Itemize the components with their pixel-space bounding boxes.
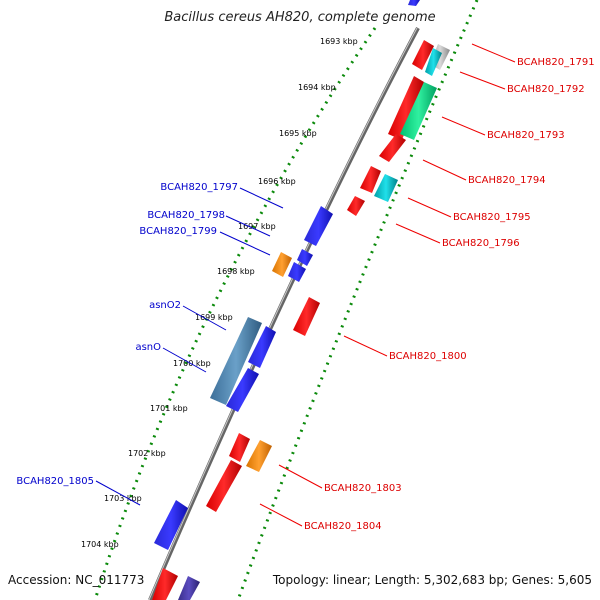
leader-line (182, 305, 227, 331)
genome-backbone-highlight (148, 27, 418, 600)
leader-line (459, 71, 506, 90)
leader-line (407, 197, 452, 218)
kbp-tick-label: 1695 kbp (279, 129, 317, 138)
gene-label: BCAH820_1796 (442, 238, 520, 249)
gene-BCAH820_1796 (347, 196, 365, 216)
gene-label: BCAH820_1803 (324, 483, 402, 494)
kbp-tick-label: 1703 kbp (104, 494, 142, 503)
gene-BCAH820_1795 (374, 174, 398, 202)
leader-line (259, 503, 303, 527)
gene-BCAH820_1800 (293, 297, 320, 336)
gene-label: BCAH820_1799 (139, 226, 217, 237)
gene-label: BCAH820_1793 (487, 130, 565, 141)
gene-BCAH820_1804 (206, 460, 242, 512)
gene-label: BCAH820_1800 (389, 351, 467, 362)
gene-label: BCAH820_1805 (16, 476, 94, 487)
gene-bottom-red (152, 568, 178, 600)
gene-label: BCAH820_1797 (160, 182, 238, 193)
leader-line (471, 43, 516, 63)
genome-backbone (148, 27, 420, 600)
kbp-tick-label: 1693 kbp (320, 37, 358, 46)
forward-gene-labels: BCAH820_1797 BCAH820_1798 BCAH820_1799 a… (16, 182, 238, 487)
gene-label: BCAH820_1798 (147, 210, 225, 221)
outer-right-tick-track (236, 0, 479, 600)
gene-label: BCAH820_1794 (468, 175, 546, 186)
leader-line (395, 223, 441, 244)
leader-line (441, 116, 486, 136)
leader-line (95, 480, 141, 506)
gene-label: BCAH820_1792 (507, 84, 585, 95)
kbp-tick-label: 1701 kbp (150, 404, 188, 413)
kbp-tick-label: 1698 kbp (217, 267, 255, 276)
gene-BCAH820_1794 (360, 166, 381, 193)
kbp-tick-label: 1699 kbp (195, 313, 233, 322)
kbp-ticks: 1693 kbp 1694 kbp 1695 kbp 1696 kbp 1697… (81, 37, 358, 549)
genome-summary-text: Topology: linear; Length: 5,302,683 bp; … (272, 573, 592, 587)
gene-BCAH820_1805 (154, 500, 188, 550)
gene-BCAH820_1803 (246, 440, 272, 472)
kbp-tick-label: 1704 kbp (81, 540, 119, 549)
gene-BCAH820_1791-red (412, 40, 434, 70)
gene-label: BCAH820_1795 (453, 212, 531, 223)
gene-BCAH820_1793 (400, 82, 437, 140)
gene-label: BCAH820_1804 (304, 521, 382, 532)
forward-genes (152, 0, 420, 600)
leader-line (162, 347, 207, 373)
outer-left-tick-track (93, 27, 377, 600)
gene-bottom-purple (178, 576, 200, 600)
gene-BCAH820_1792-teal (425, 48, 442, 76)
gene-BCAH820_1794-a (379, 134, 406, 162)
genome-title: Bacillus cereus AH820, complete genome (164, 10, 436, 25)
gene-label: asnO (135, 342, 161, 353)
gene-BCAH820_1798 (297, 249, 313, 266)
gene-BCAH820_1792 (388, 76, 424, 140)
leader-line (219, 231, 271, 256)
kbp-tick-label: 1700 kbp (173, 359, 211, 368)
leader-line (422, 159, 467, 181)
gene-asnO (226, 368, 259, 412)
leader-line (225, 215, 271, 237)
gene-orange-1799 (272, 252, 292, 277)
gene-label: BCAH820_1791 (517, 57, 595, 68)
leader-line (278, 464, 323, 489)
gene-asnO2 (210, 317, 262, 405)
gene-asnO-upper (248, 326, 276, 368)
label-leaders (95, 43, 516, 527)
kbp-tick-label: 1694 kbp (298, 83, 336, 92)
leader-line (239, 187, 284, 209)
gene-BCAH820_1797 (304, 206, 333, 246)
gene-label: asnO2 (149, 300, 181, 311)
reverse-gene-labels: BCAH820_1791 BCAH820_1792 BCAH820_1793 B… (304, 57, 595, 532)
gene-BCAH820_1803-red (229, 433, 250, 462)
gene-BCAH820_1799 (288, 262, 306, 282)
kbp-tick-label: 1702 kbp (128, 449, 166, 458)
reverse-genes (206, 40, 450, 512)
accession-text: Accession: NC_011773 (8, 573, 145, 587)
kbp-tick-label: 1696 kbp (258, 177, 296, 186)
kbp-tick-label: 1697 kbp (238, 222, 276, 231)
gene-top-blue (408, 0, 420, 6)
leader-line (343, 335, 388, 357)
